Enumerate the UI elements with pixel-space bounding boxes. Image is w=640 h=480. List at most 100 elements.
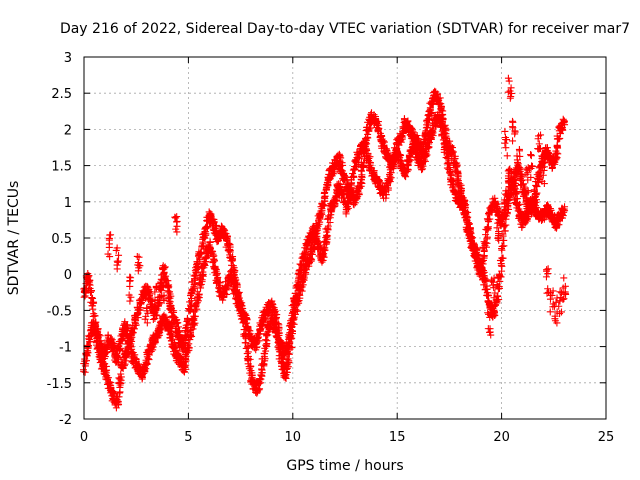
data-point: [149, 315, 157, 323]
data-point: [365, 127, 373, 135]
data-point: [173, 213, 181, 221]
data-point: [293, 292, 301, 300]
data-point: [252, 340, 260, 348]
data-point: [184, 343, 192, 351]
data-point: [104, 331, 112, 339]
data-point: [86, 288, 94, 296]
data-point: [83, 341, 91, 349]
data-point: [270, 306, 278, 314]
data-point: [223, 290, 231, 298]
data-point: [289, 316, 297, 324]
data-point: [374, 126, 382, 134]
data-point: [502, 221, 510, 229]
data-point: [89, 294, 97, 302]
data-point: [114, 397, 122, 405]
data-point: [88, 294, 96, 302]
data-point: [153, 312, 161, 320]
data-point: [228, 272, 236, 280]
data-point: [324, 222, 332, 230]
data-point: [358, 179, 366, 187]
data-point: [511, 130, 519, 138]
data-point: [288, 311, 296, 319]
data-point: [283, 368, 291, 376]
data-point: [291, 304, 299, 312]
data-point: [223, 236, 231, 244]
data-point: [502, 144, 510, 152]
data-point: [262, 336, 270, 344]
y-tick-label: -1: [59, 341, 72, 356]
data-point: [312, 233, 320, 241]
data-point: [133, 252, 141, 260]
data-point: [199, 268, 207, 276]
data-point: [187, 329, 195, 337]
data-point: [310, 225, 318, 233]
data-point: [108, 336, 116, 344]
data-point: [85, 280, 93, 288]
data-point: [191, 276, 199, 284]
data-point: [254, 334, 262, 342]
y-tick-label: 2: [64, 123, 72, 138]
data-point: [151, 338, 159, 346]
data-point: [244, 344, 252, 352]
data-point: [504, 205, 512, 213]
data-point: [297, 261, 305, 269]
data-point: [480, 281, 488, 289]
data-point: [318, 256, 326, 264]
y-tick-label: 0.5: [51, 232, 72, 247]
y-tick-label: -2: [59, 413, 72, 428]
data-point: [263, 340, 271, 348]
data-point: [321, 244, 329, 252]
data-point: [560, 274, 568, 282]
data-point: [354, 192, 362, 200]
data-point: [286, 322, 294, 330]
data-point: [248, 371, 256, 379]
data-point: [307, 255, 315, 263]
data-point: [187, 297, 195, 305]
data-point: [374, 121, 382, 129]
x-tick-label: 25: [598, 430, 615, 445]
data-point: [105, 243, 113, 251]
data-point: [103, 373, 111, 381]
data-point: [132, 321, 140, 329]
data-point: [446, 137, 454, 145]
data-point: [123, 329, 131, 337]
data-point: [483, 282, 491, 290]
data-point: [162, 314, 170, 322]
data-point: [231, 286, 239, 294]
data-point: [172, 214, 180, 222]
data-point: [197, 249, 205, 257]
data-point: [79, 366, 87, 374]
data-point: [152, 311, 160, 319]
data-point: [499, 254, 507, 262]
data-point: [91, 312, 99, 320]
data-point: [553, 149, 561, 157]
data-point: [116, 388, 124, 396]
data-point: [556, 134, 564, 142]
data-point: [282, 349, 290, 357]
data-point: [495, 296, 503, 304]
data-point: [481, 278, 489, 286]
data-point: [260, 360, 268, 368]
data-point: [297, 267, 305, 275]
data-point: [226, 271, 234, 279]
data-point: [200, 233, 208, 241]
data-point: [509, 118, 517, 126]
x-tick-label: 20: [493, 430, 510, 445]
data-point: [357, 182, 365, 190]
data-point: [191, 319, 199, 327]
data-point: [198, 276, 206, 284]
data-point: [239, 305, 247, 313]
data-point: [533, 183, 541, 191]
data-point: [424, 121, 432, 129]
x-tick-label: 0: [80, 430, 88, 445]
data-point: [117, 373, 125, 381]
data-point: [503, 152, 511, 160]
data-point: [180, 338, 188, 346]
data-point: [210, 218, 218, 226]
data-point: [228, 257, 236, 265]
data-point: [128, 345, 136, 353]
data-point: [298, 262, 306, 270]
data-point: [426, 104, 434, 112]
data-point: [144, 288, 152, 296]
